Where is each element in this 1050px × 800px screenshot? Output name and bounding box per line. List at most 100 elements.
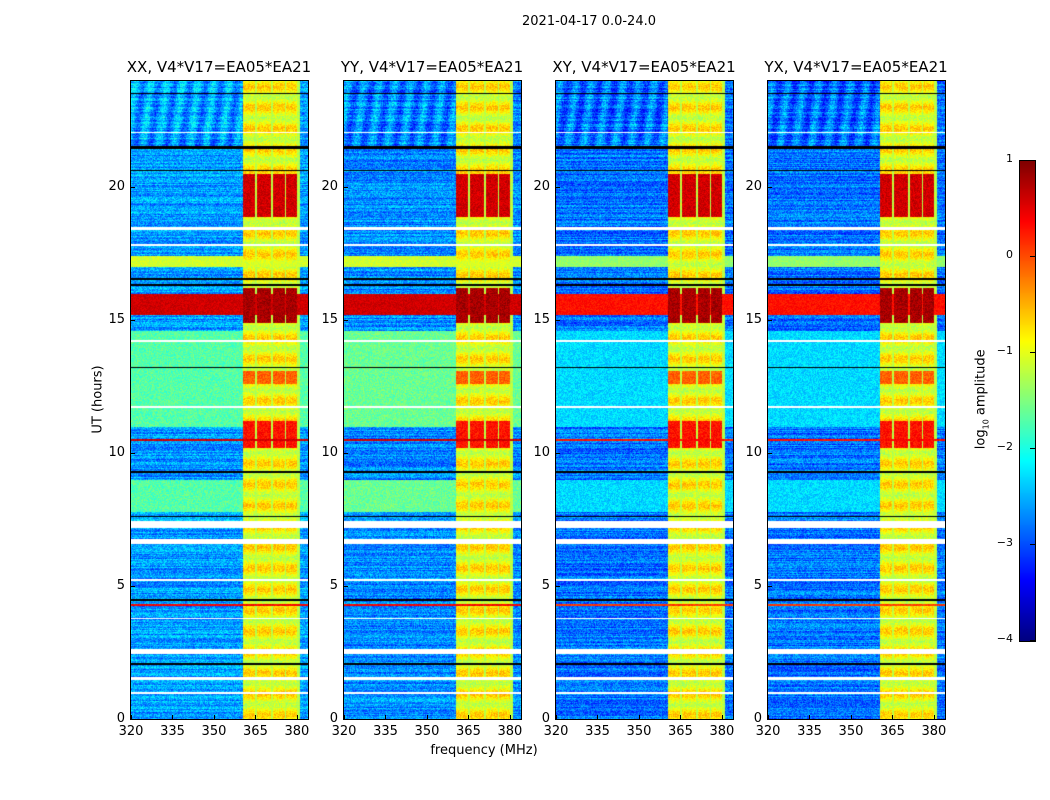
- x-tick-mark: [721, 715, 723, 719]
- figure-title: 2021-04-17 0.0-24.0: [522, 14, 656, 29]
- colorbar-tick-label: −3: [996, 536, 1013, 549]
- colorbar-tick-label: 0: [1006, 248, 1013, 261]
- colorbar-tick-mark: [1030, 640, 1035, 641]
- x-tick-mark: [131, 715, 132, 719]
- y-tick-mark: [344, 453, 348, 455]
- y-tick-label: 0: [753, 711, 762, 726]
- y-tick-label: 10: [321, 445, 338, 461]
- x-tick-label: 350: [201, 724, 227, 739]
- y-tick-mark: [556, 719, 560, 720]
- x-tick-label: 350: [626, 724, 652, 739]
- x-tick-mark: [385, 715, 387, 719]
- panel-title: XX, V4*V17=EA05*EA21: [126, 58, 312, 76]
- y-tick-label: 15: [745, 312, 762, 328]
- y-tick-mark: [131, 586, 135, 588]
- x-tick-label: 365: [456, 724, 481, 739]
- x-tick-label: 335: [797, 724, 822, 739]
- x-tick-mark: [933, 715, 935, 719]
- colorbar-tick-label: −1: [996, 344, 1013, 357]
- x-tick-label: 365: [243, 724, 268, 739]
- spectrogram-heatmap: [768, 81, 945, 719]
- colorbar-tick-label: −4: [996, 632, 1013, 645]
- x-tick-label: 350: [414, 724, 440, 739]
- y-tick-label: 15: [321, 312, 338, 328]
- y-tick-label: 5: [753, 578, 762, 594]
- spectrogram-panel: [767, 80, 946, 720]
- x-tick-label: 365: [668, 724, 693, 739]
- x-tick-mark: [172, 715, 174, 719]
- y-tick-label: 0: [541, 711, 550, 726]
- y-tick-label: 10: [533, 445, 550, 461]
- spectrogram-heatmap: [556, 81, 733, 719]
- x-tick-label: 335: [160, 724, 185, 739]
- x-tick-mark: [426, 715, 428, 719]
- x-tick-mark: [509, 715, 511, 719]
- x-tick-label: 380: [497, 724, 523, 739]
- y-tick-label: 5: [116, 578, 125, 594]
- y-tick-mark: [344, 586, 348, 588]
- y-tick-mark: [131, 187, 135, 189]
- x-tick-mark: [296, 715, 298, 719]
- x-tick-mark: [255, 715, 257, 719]
- colorbar-tick-mark: [1030, 256, 1035, 257]
- y-tick-label: 0: [116, 711, 125, 726]
- x-tick-mark: [809, 715, 811, 719]
- y-tick-label: 20: [108, 179, 125, 195]
- x-tick-mark: [213, 715, 215, 719]
- x-axis-label: frequency (MHz): [430, 743, 538, 758]
- colorbar-label: log10 amplitude: [973, 349, 991, 450]
- spectrogram-heatmap: [131, 81, 308, 719]
- x-tick-label: 320: [755, 724, 781, 739]
- y-axis-label: UT (hours): [90, 365, 106, 434]
- x-tick-mark: [638, 715, 640, 719]
- x-tick-mark: [768, 715, 769, 719]
- y-tick-mark: [131, 453, 135, 455]
- y-tick-mark: [344, 320, 348, 322]
- colorbar-tick-mark: [1030, 448, 1035, 449]
- y-tick-mark: [768, 320, 772, 322]
- y-tick-label: 5: [541, 578, 550, 594]
- y-tick-mark: [556, 453, 560, 455]
- x-tick-label: 335: [585, 724, 610, 739]
- y-tick-mark: [344, 187, 348, 189]
- x-tick-mark: [344, 715, 345, 719]
- x-tick-mark: [597, 715, 599, 719]
- x-tick-mark: [850, 715, 852, 719]
- x-tick-mark: [680, 715, 682, 719]
- y-tick-label: 10: [745, 445, 762, 461]
- y-tick-label: 20: [533, 179, 550, 195]
- panel-title: YX, V4*V17=EA05*EA21: [764, 58, 948, 76]
- y-tick-label: 15: [533, 312, 550, 328]
- x-tick-label: 380: [284, 724, 310, 739]
- y-tick-label: 0: [329, 711, 338, 726]
- x-tick-mark: [892, 715, 894, 719]
- colorbar-tick-label: 1: [1006, 152, 1013, 165]
- x-tick-label: 320: [118, 724, 144, 739]
- x-tick-label: 365: [880, 724, 905, 739]
- panel-title: YY, V4*V17=EA05*EA21: [340, 58, 524, 76]
- y-tick-mark: [131, 320, 135, 322]
- x-tick-label: 320: [543, 724, 569, 739]
- y-tick-mark: [768, 453, 772, 455]
- y-tick-mark: [556, 320, 560, 322]
- spectrogram-panel: [343, 80, 522, 720]
- y-tick-mark: [768, 187, 772, 189]
- x-tick-label: 380: [709, 724, 735, 739]
- y-tick-mark: [768, 719, 772, 720]
- y-tick-label: 15: [108, 312, 125, 328]
- y-tick-mark: [556, 586, 560, 588]
- y-tick-label: 20: [745, 179, 762, 195]
- y-tick-mark: [344, 719, 348, 720]
- x-tick-label: 350: [838, 724, 864, 739]
- y-tick-label: 10: [108, 445, 125, 461]
- colorbar-gradient: [1020, 161, 1035, 641]
- spectrogram-heatmap: [344, 81, 521, 719]
- y-tick-label: 5: [329, 578, 338, 594]
- x-tick-mark: [468, 715, 470, 719]
- y-tick-mark: [556, 187, 560, 189]
- spectrogram-panel: [130, 80, 309, 720]
- x-tick-mark: [556, 715, 557, 719]
- x-tick-label: 335: [373, 724, 398, 739]
- x-tick-label: 380: [921, 724, 947, 739]
- x-tick-label: 320: [331, 724, 357, 739]
